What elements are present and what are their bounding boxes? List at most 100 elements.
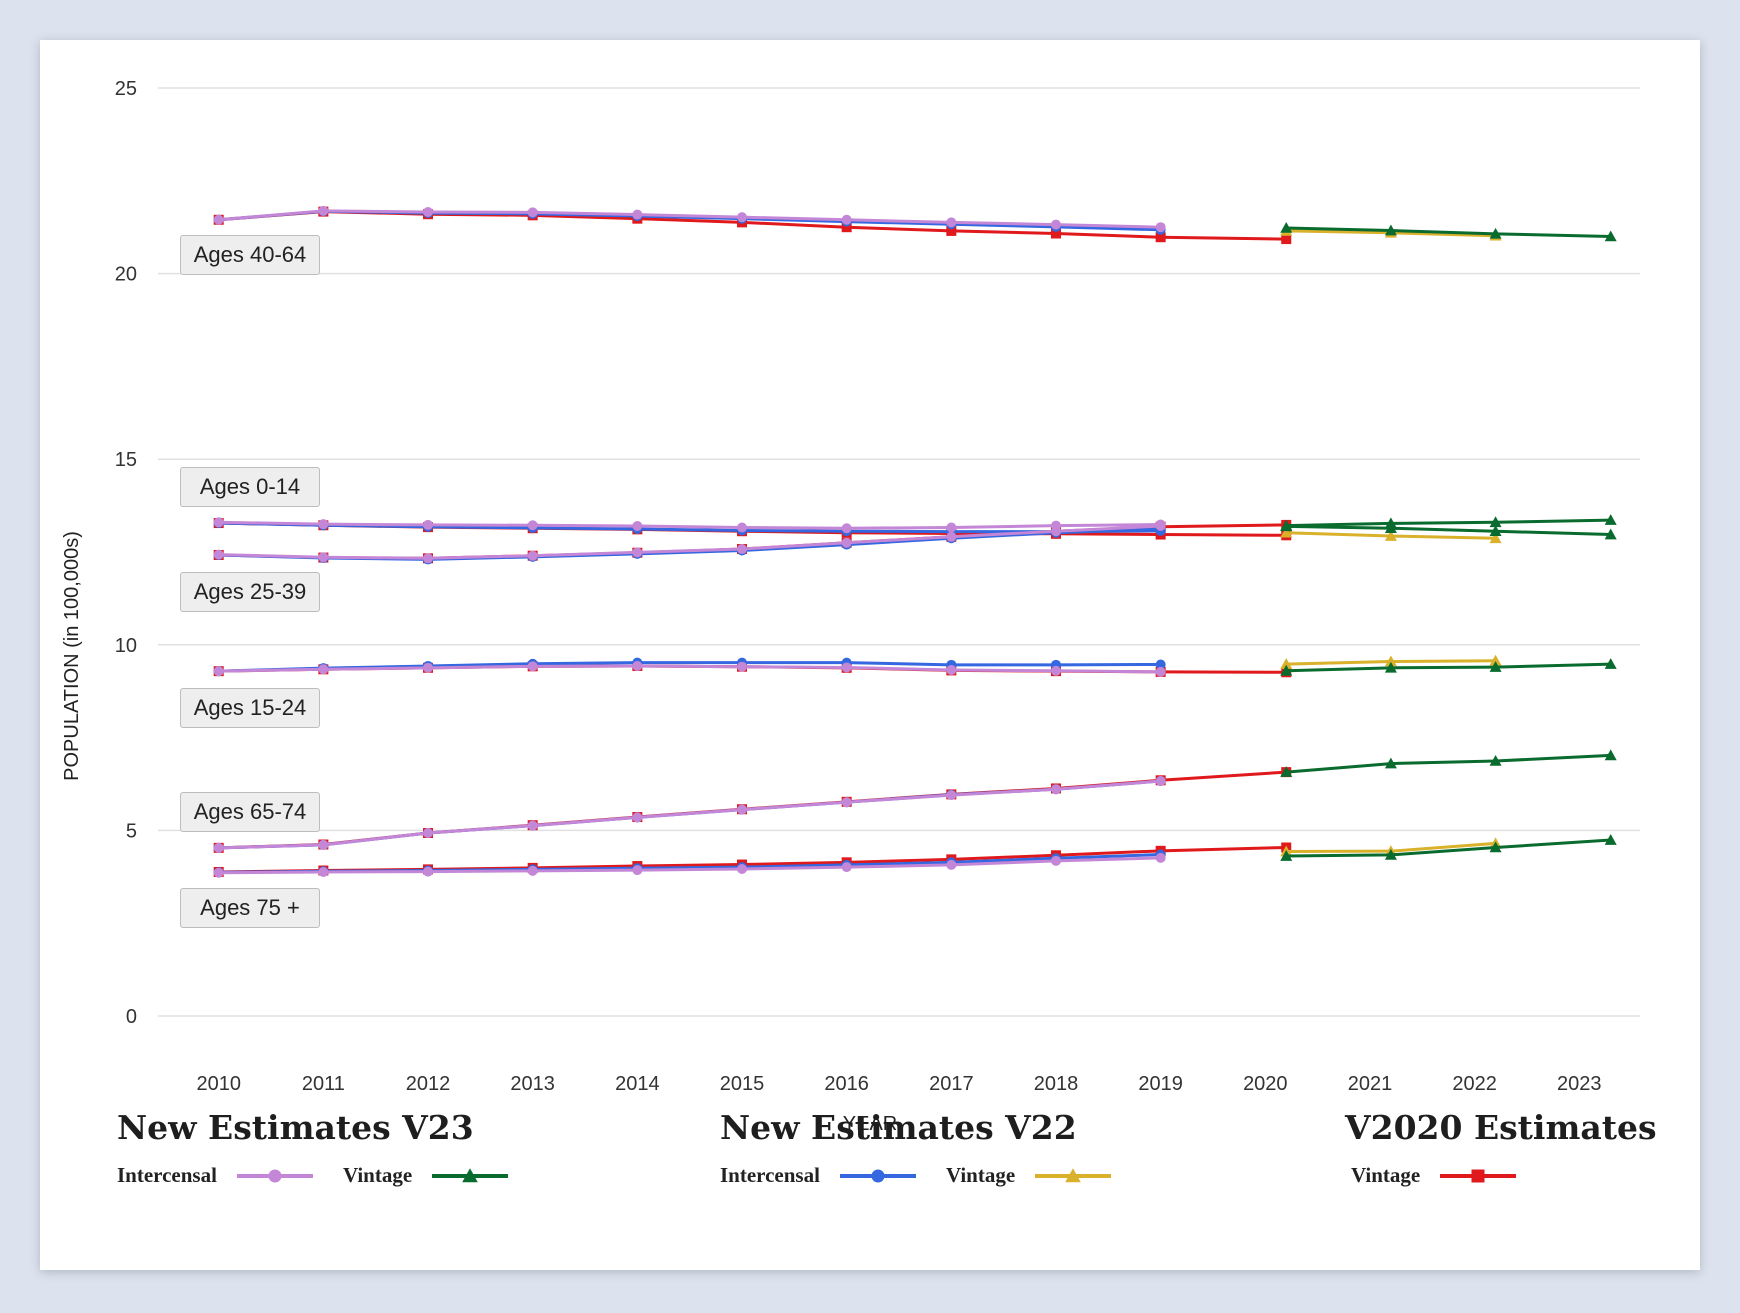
data-point[interactable] (632, 521, 643, 532)
data-point[interactable] (1489, 754, 1502, 766)
data-point[interactable] (1155, 666, 1166, 677)
data-point[interactable] (1471, 1169, 1485, 1182)
data-point[interactable] (1050, 228, 1061, 239)
data-point[interactable] (1280, 221, 1293, 233)
data-point[interactable] (213, 214, 224, 225)
data-point[interactable] (527, 661, 538, 672)
data-point[interactable] (527, 207, 538, 218)
data-point[interactable] (1050, 665, 1061, 676)
data-point[interactable] (1384, 530, 1397, 541)
data-point[interactable] (1384, 655, 1397, 667)
data-point[interactable] (1155, 852, 1166, 863)
data-point[interactable] (737, 212, 748, 223)
data-point[interactable] (527, 550, 538, 561)
data-point[interactable] (1384, 661, 1397, 673)
data-point[interactable] (1280, 766, 1293, 777)
data-point[interactable] (1604, 230, 1617, 242)
data-point[interactable] (632, 865, 643, 876)
data-point[interactable] (946, 522, 957, 533)
data-point[interactable] (841, 523, 852, 534)
data-point[interactable] (632, 660, 643, 671)
data-point[interactable] (1489, 654, 1502, 666)
data-point[interactable] (213, 867, 224, 878)
data-point[interactable] (841, 862, 852, 873)
data-point[interactable] (527, 865, 538, 876)
data-point[interactable] (1155, 232, 1166, 243)
data-point[interactable] (632, 812, 643, 823)
data-point[interactable] (1489, 525, 1502, 537)
data-point[interactable] (946, 859, 957, 870)
legend-item-v22-vintage[interactable]: Vintage (946, 1163, 1113, 1188)
data-point[interactable] (632, 547, 643, 558)
data-point[interactable] (737, 804, 748, 815)
data-point[interactable] (423, 206, 434, 217)
data-point[interactable] (1384, 224, 1397, 236)
data-point[interactable] (1604, 749, 1617, 761)
data-point[interactable] (527, 520, 538, 531)
data-point[interactable] (841, 537, 852, 548)
legend-item-v23-intercensal[interactable]: Intercensal (117, 1163, 315, 1188)
data-point[interactable] (318, 866, 329, 877)
data-point[interactable] (841, 222, 852, 233)
data-point[interactable] (1604, 514, 1617, 525)
data-point[interactable] (1489, 516, 1502, 528)
data-point[interactable] (871, 1169, 885, 1182)
data-point[interactable] (1489, 227, 1502, 239)
data-point[interactable] (1281, 234, 1292, 245)
data-point[interactable] (1489, 532, 1502, 544)
data-point[interactable] (1050, 784, 1061, 795)
data-point[interactable] (213, 549, 224, 560)
data-point[interactable] (1604, 658, 1617, 669)
data-point[interactable] (1280, 526, 1293, 538)
data-point[interactable] (737, 522, 748, 533)
data-point[interactable] (841, 797, 852, 808)
data-point[interactable] (1384, 517, 1397, 529)
data-point[interactable] (946, 665, 957, 676)
data-point[interactable] (1155, 521, 1166, 532)
data-point[interactable] (1384, 848, 1397, 860)
data-point[interactable] (318, 552, 329, 563)
data-point[interactable] (946, 225, 957, 236)
legend-item-v22-intercensal[interactable]: Intercensal (720, 1163, 918, 1188)
data-point[interactable] (527, 820, 538, 831)
data-point[interactable] (1280, 658, 1293, 669)
data-point[interactable] (213, 517, 224, 528)
data-point[interactable] (1155, 776, 1166, 787)
data-point[interactable] (268, 1169, 282, 1182)
data-point[interactable] (1065, 1167, 1081, 1182)
data-point[interactable] (946, 217, 957, 228)
data-point[interactable] (1604, 834, 1617, 845)
data-point[interactable] (318, 519, 329, 530)
data-point[interactable] (1384, 757, 1397, 769)
data-point[interactable] (1155, 659, 1166, 670)
data-point[interactable] (318, 664, 329, 675)
data-point[interactable] (841, 214, 852, 225)
data-point[interactable] (318, 839, 329, 850)
data-point[interactable] (1604, 528, 1617, 540)
data-point[interactable] (946, 531, 957, 542)
data-point[interactable] (423, 519, 434, 530)
data-point[interactable] (1050, 219, 1061, 230)
data-point[interactable] (423, 866, 434, 877)
data-point[interactable] (318, 205, 329, 216)
data-point[interactable] (1280, 664, 1293, 676)
data-point[interactable] (1155, 222, 1166, 233)
data-point[interactable] (1489, 841, 1502, 853)
data-point[interactable] (1050, 855, 1061, 866)
data-point[interactable] (423, 662, 434, 673)
data-point[interactable] (737, 661, 748, 672)
data-point[interactable] (841, 662, 852, 673)
data-point[interactable] (737, 864, 748, 875)
data-point[interactable] (1280, 519, 1293, 531)
legend-item-v2020-vintage[interactable]: Vintage (1351, 1163, 1518, 1188)
data-point[interactable] (737, 544, 748, 555)
data-point[interactable] (213, 666, 224, 677)
legend-item-v23-vintage[interactable]: Vintage (343, 1163, 510, 1188)
data-point[interactable] (1050, 526, 1061, 537)
data-point[interactable] (1280, 850, 1293, 861)
data-point[interactable] (946, 790, 957, 801)
data-point[interactable] (213, 842, 224, 853)
data-point[interactable] (423, 827, 434, 838)
data-point[interactable] (462, 1167, 478, 1182)
data-point[interactable] (423, 553, 434, 564)
